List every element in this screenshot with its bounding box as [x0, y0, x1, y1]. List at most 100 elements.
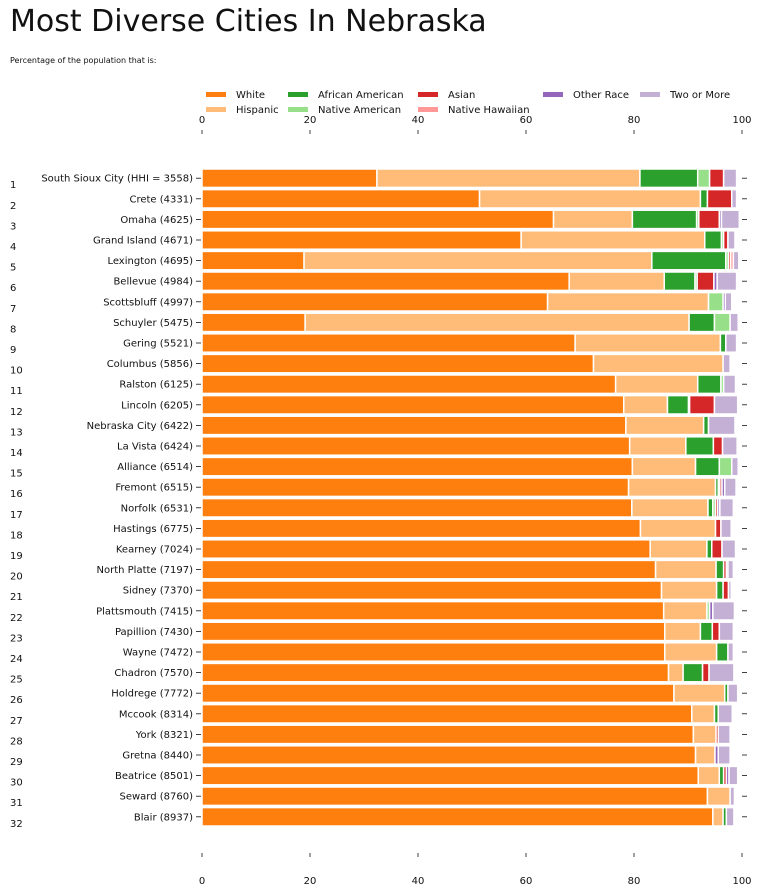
bar-segment-two-or-more	[721, 436, 738, 456]
bar-row: 20 North Platte (7197)	[10, 559, 747, 583]
legend-label-3: Native American	[318, 105, 401, 116]
bar-segment-two-or-more	[727, 559, 735, 580]
category-label: Crete (4331)	[129, 194, 193, 205]
legend-swatch-6	[543, 92, 563, 97]
bar-segment-hispanic	[303, 250, 653, 271]
bar-segment-african-american	[663, 271, 696, 292]
bar-segment-two-or-more	[727, 642, 735, 662]
bar-row: 11 Ralston (6125)	[10, 374, 747, 397]
bar-segment-two-or-more	[732, 250, 740, 271]
bar-segment-two-or-more	[727, 230, 736, 250]
bar-segment-two-or-more	[725, 806, 735, 827]
legend-swatch-3	[288, 107, 308, 112]
category-label: Bellevue (4984)	[113, 277, 193, 288]
bar-segment-hispanic	[622, 394, 669, 415]
bar-segment-native-american	[707, 291, 724, 312]
bar-row: 17 Norfolk (6531)	[10, 497, 747, 521]
bar-segment-hispanic	[552, 209, 634, 230]
bar-segment-white	[201, 312, 306, 333]
bar-segment-asian	[701, 662, 710, 683]
bar-segment-hispanic	[639, 518, 717, 539]
legend-label-7: Two or More	[669, 90, 730, 101]
bar-segment-hispanic	[478, 188, 702, 209]
bar-row: 16 Fremont (6515)	[10, 477, 747, 500]
category-label: Nebraska City (6422)	[87, 421, 193, 432]
rank-label: 18	[10, 530, 23, 541]
bar-segment-african-american	[688, 312, 716, 333]
rank-label: 1	[10, 180, 16, 191]
bar-row: 29 Gretna (8440)	[10, 745, 747, 768]
bar-segment-asian	[688, 394, 716, 415]
bar-segment-white	[201, 765, 700, 786]
bar-segment-asian	[711, 539, 723, 559]
bar-segment-white	[201, 580, 663, 601]
bar-segment-hispanic	[706, 786, 731, 807]
bar-segment-two-or-more	[718, 621, 735, 642]
legend-label-5: Native Hawaiian	[448, 105, 530, 116]
bar-rows: 1 South Sioux City (HHI = 3558) 2 Crete (43…	[10, 168, 747, 830]
bar-segment-two-or-more	[729, 786, 736, 807]
bar-segment-two-or-more	[729, 312, 739, 333]
category-label: Norfolk (6531)	[121, 503, 193, 514]
legend-swatch-7	[640, 92, 660, 97]
category-label: Papillion (7430)	[115, 627, 193, 638]
category-label: Chadron (7570)	[114, 668, 193, 679]
bar-segment-white	[201, 559, 657, 580]
bar-row: 12 Lincoln (6205)	[10, 394, 747, 418]
bar-segment-african-american	[703, 230, 723, 250]
category-label: Lexington (4695)	[107, 256, 193, 267]
rank-label: 24	[10, 654, 23, 665]
bar-segment-asian	[711, 621, 721, 642]
bar-segment-hispanic	[660, 580, 718, 601]
bar-segment-hispanic	[568, 271, 665, 292]
category-label: Holdrege (7772)	[111, 689, 193, 700]
bottom-x-tick-label-2: 40	[412, 876, 425, 887]
rank-label: 28	[10, 736, 23, 747]
bar-segment-african-american	[639, 168, 699, 189]
category-label: Lincoln (6205)	[121, 400, 193, 411]
bar-segment-native-american	[713, 312, 731, 333]
bar-segment-white	[201, 230, 522, 250]
bar-segment-asian	[708, 168, 725, 189]
bar-row: 4 Grand Island (4671)	[10, 230, 747, 253]
bar-segment-white	[201, 786, 709, 807]
rank-label: 16	[10, 489, 23, 500]
bottom-x-tick-label-1: 20	[304, 876, 317, 887]
bar-row: 7 Scottsbluff (4997)	[10, 291, 747, 315]
rank-label: 29	[10, 757, 23, 768]
rank-label: 23	[10, 633, 23, 644]
rank-label: 17	[10, 510, 23, 521]
legend-swatch-1	[206, 107, 226, 112]
bar-segment-white	[201, 518, 642, 539]
rank-label: 31	[10, 798, 23, 809]
rank-label: 12	[10, 407, 23, 418]
bar-row: 32 Blair (8937)	[10, 806, 747, 830]
category-label: Scottsbluff (4997)	[103, 297, 193, 308]
bar-segment-two-or-more	[720, 209, 741, 230]
chart-title: Most Diverse Cities In Nebraska	[10, 4, 487, 39]
bar-segment-two-or-more	[724, 291, 733, 312]
bar-row: 10 Columbus (5856)	[10, 353, 747, 377]
rank-label: 10	[10, 366, 23, 377]
bar-segment-white	[201, 600, 665, 621]
legend: White Hispanic African American Native Amer…	[206, 90, 730, 116]
bar-segment-two-or-more	[716, 271, 738, 292]
bar-segment-african-american	[715, 559, 725, 580]
legend-label-0: White	[236, 90, 265, 101]
bar-row: 23 Papillion (7430)	[10, 621, 747, 644]
rank-label: 5	[10, 263, 16, 274]
top-x-tick-label-4: 80	[628, 115, 641, 126]
bar-row: 3 Omaha (4625)	[10, 209, 747, 232]
bar-segment-white	[201, 394, 625, 415]
bar-segment-white	[201, 745, 697, 765]
category-label: Grand Island (4671)	[93, 236, 193, 247]
bar-row: 8 Schuyler (5475)	[10, 312, 747, 335]
bar-segment-white	[201, 209, 555, 230]
bar-segment-african-american	[694, 456, 721, 477]
rank-label: 8	[10, 324, 16, 335]
legend-label-1: Hispanic	[236, 105, 279, 116]
bar-segment-two-or-more	[723, 477, 737, 498]
category-label: Ralston (6125)	[119, 380, 193, 391]
bar-row: 18 Hastings (6775)	[10, 518, 747, 541]
bar-segment-white	[201, 271, 570, 292]
